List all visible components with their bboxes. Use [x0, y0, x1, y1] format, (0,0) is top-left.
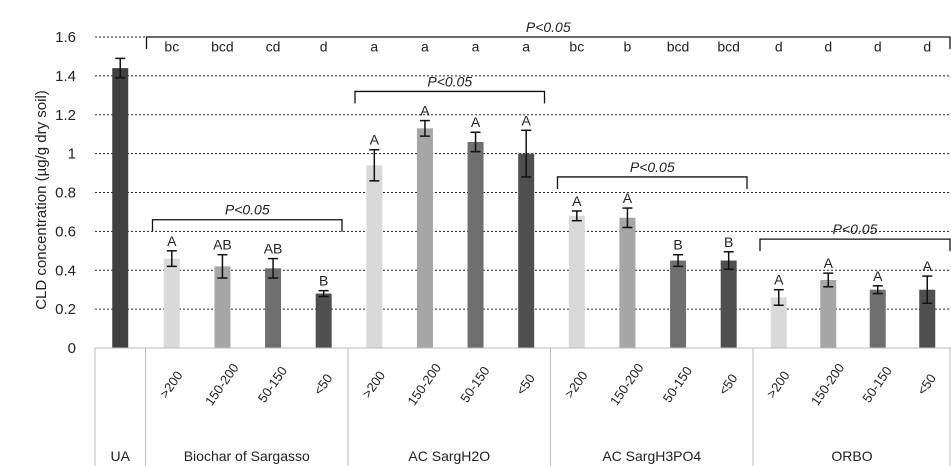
group-letter: d — [320, 39, 328, 55]
bracket-group — [153, 220, 343, 232]
group-letter: b — [624, 39, 632, 55]
bar — [366, 165, 382, 348]
bracket-group — [355, 91, 545, 103]
category-label: 150-200 — [808, 361, 848, 409]
significance-letter: A — [370, 132, 380, 148]
group-letter: a — [370, 39, 378, 55]
group-letter: d — [923, 39, 931, 55]
significance-letter: A — [873, 268, 883, 284]
category-axis: UA >200 150-200 50-150 <50 Biochar of Sargass… — [95, 348, 951, 466]
group-label: Biochar of Sargasso — [184, 448, 310, 464]
significance-letter: A — [522, 112, 532, 128]
category-label: 150-200 — [202, 361, 242, 409]
group-label: UA — [111, 448, 131, 464]
significance-letter: A — [471, 114, 481, 130]
category-label: >200 — [562, 368, 591, 401]
significance-letter: A — [923, 258, 933, 274]
p-value-label: P<0.05 — [427, 73, 472, 89]
bar — [316, 294, 332, 348]
y-tick-label: 1.6 — [55, 29, 76, 46]
category-label: >200 — [157, 368, 186, 401]
bar — [721, 261, 737, 348]
category-label: >200 — [764, 368, 793, 401]
p-value-label: P<0.05 — [225, 202, 270, 218]
bar — [265, 268, 281, 348]
group-letter: bcd — [667, 39, 690, 55]
bar — [820, 280, 836, 348]
group-letter: bcd — [717, 39, 740, 55]
significance-letter: AB — [264, 241, 283, 257]
group-letter: d — [775, 39, 783, 55]
bracket-group — [558, 177, 748, 189]
y-tick-label: 0.6 — [55, 223, 76, 240]
group-letter: a — [472, 39, 480, 55]
group-label: AC SargH2O — [408, 448, 490, 464]
group-label: ORBO — [831, 448, 872, 464]
y-tick-label: 0.4 — [55, 262, 76, 279]
category-label: 150-200 — [607, 361, 647, 409]
bar — [870, 290, 886, 348]
bracket-group — [760, 239, 950, 251]
y-axis-label: CLD concentration (µg/g dry soil) — [33, 90, 50, 310]
significance-letter: A — [167, 233, 177, 249]
y-tick-labels: 0 0.2 0.4 0.6 0.8 1 1.2 1.4 1.6 — [55, 29, 76, 357]
significance-letter: A — [420, 103, 430, 119]
p-value-label: P<0.05 — [833, 221, 878, 237]
category-label: 50-150 — [660, 364, 696, 406]
y-tick-label: 0.2 — [55, 301, 76, 318]
group-letter: a — [421, 39, 429, 55]
y-tick-label: 0.8 — [55, 185, 76, 202]
p-value-label: P<0.05 — [630, 159, 675, 175]
bar — [417, 128, 433, 348]
bar — [569, 216, 585, 348]
category-label: <50 — [914, 371, 939, 398]
bar — [619, 218, 635, 348]
category-label: >200 — [359, 368, 388, 401]
bar — [112, 68, 128, 348]
category-label: <50 — [513, 371, 538, 398]
bar — [164, 259, 180, 348]
bar — [670, 261, 686, 348]
y-tick-label: 1.2 — [55, 107, 76, 124]
category-label: 50-150 — [255, 364, 291, 406]
significance-letter: A — [824, 255, 834, 271]
y-tick-label: 0 — [68, 340, 76, 357]
significance-letter: B — [724, 234, 733, 250]
group-letter: bc — [164, 39, 179, 55]
group-letter: cd — [266, 39, 281, 55]
group-letter: d — [874, 39, 882, 55]
significance-letter: AB — [213, 237, 232, 253]
y-tick-label: 1.4 — [55, 68, 76, 85]
category-label: 50-150 — [859, 364, 895, 406]
category-label: <50 — [311, 371, 336, 398]
significance-letter: A — [623, 190, 633, 206]
y-tick-label: 1 — [68, 146, 76, 163]
p-value-label: P<0.05 — [526, 19, 571, 35]
category-label: <50 — [716, 371, 741, 398]
category-label: 50-150 — [457, 364, 493, 406]
group-label: AC SargH3PO4 — [602, 448, 701, 464]
significance-letter: B — [673, 237, 682, 253]
significance-letter: A — [572, 193, 582, 209]
group-letter: d — [824, 39, 832, 55]
bar — [468, 142, 484, 348]
bar — [518, 154, 534, 348]
significance-letter: B — [319, 273, 328, 289]
category-label: 150-200 — [404, 361, 444, 409]
group-letter: bcd — [211, 39, 234, 55]
significance-letter: A — [774, 272, 784, 288]
group-letter: bc — [569, 39, 584, 55]
group-letter: a — [522, 39, 530, 55]
